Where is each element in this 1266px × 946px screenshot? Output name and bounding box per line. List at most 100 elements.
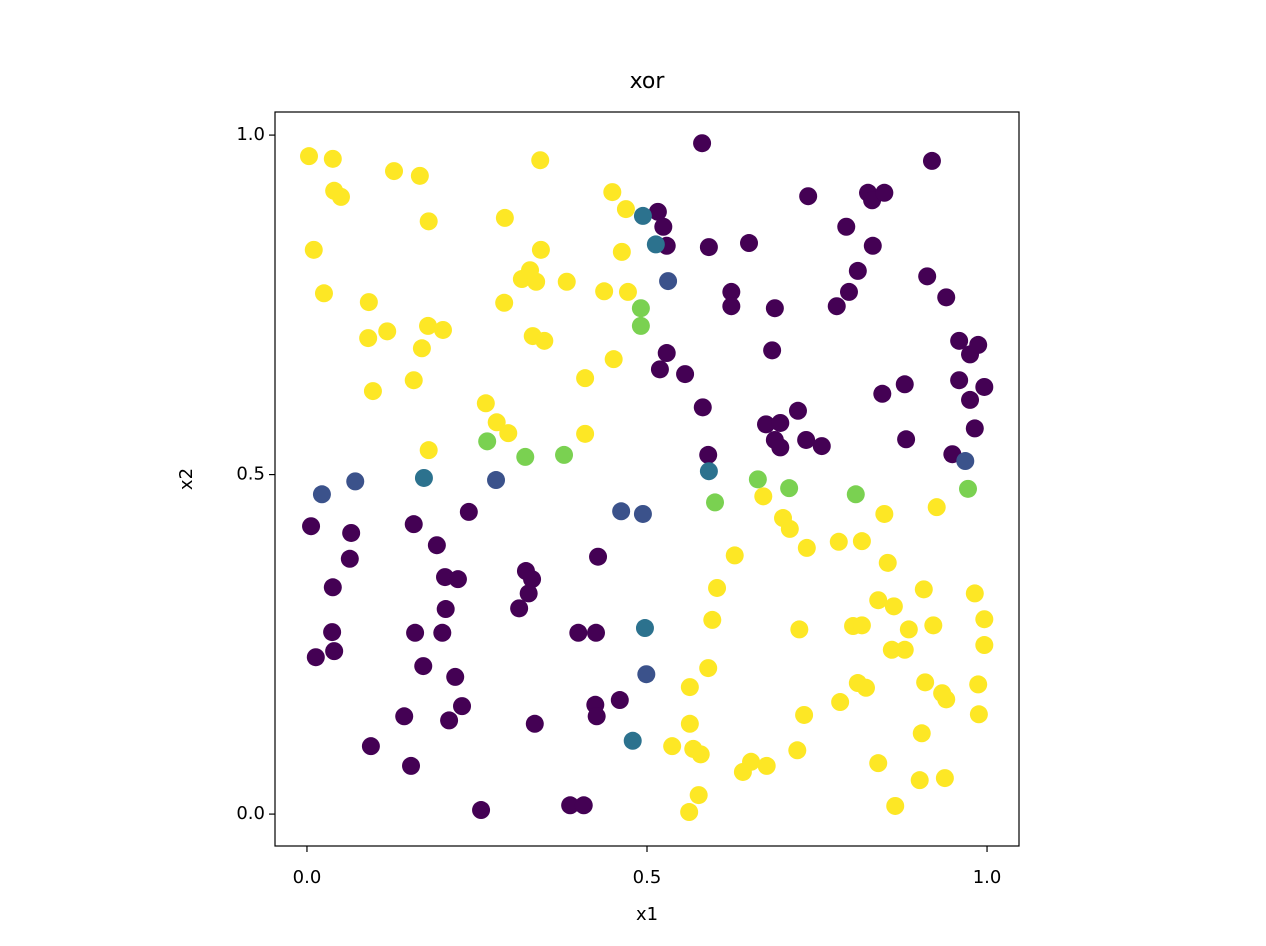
scatter-point — [659, 272, 678, 291]
scatter-point — [302, 517, 321, 536]
scatter-point — [895, 375, 914, 394]
scatter-point — [699, 445, 718, 464]
scatter-point — [852, 616, 871, 635]
scatter-point — [587, 707, 606, 726]
scatter-point — [708, 578, 727, 597]
scatter-point — [646, 235, 665, 254]
scatter-point — [831, 693, 850, 712]
scatter-point — [359, 293, 378, 312]
scatter-point — [676, 365, 695, 384]
scatter-point — [525, 714, 544, 733]
y-tick-label: 0.5 — [236, 464, 265, 485]
scatter-point — [918, 267, 937, 286]
scatter-point — [975, 377, 994, 396]
scatter-point — [657, 344, 676, 363]
scatter-point — [623, 731, 642, 750]
y-axis-label: x2 — [176, 468, 197, 490]
scatter-point — [886, 796, 905, 815]
scatter-point — [680, 678, 699, 697]
scatter-point — [395, 707, 414, 726]
scatter-point — [797, 430, 816, 449]
scatter-point — [419, 316, 438, 335]
scatter-point — [875, 183, 894, 202]
scatter-point — [419, 212, 438, 231]
scatter-point — [569, 623, 588, 642]
scatter-point — [937, 690, 956, 709]
scatter-point — [839, 282, 858, 301]
scatter-point — [631, 299, 650, 318]
scatter-point — [829, 532, 848, 551]
scatter-point — [478, 432, 497, 451]
scatter-point — [956, 452, 975, 471]
scatter-point — [969, 705, 988, 724]
scatter-point — [631, 316, 650, 335]
scatter-point — [414, 468, 433, 487]
scatter-point — [361, 737, 380, 756]
scatter-point — [797, 538, 816, 557]
scatter-point — [648, 202, 667, 221]
scatter-point — [965, 419, 984, 438]
scatter-point — [837, 217, 856, 236]
scatter-point — [404, 371, 423, 390]
scatter-point — [406, 623, 425, 642]
scatter-point — [663, 737, 682, 756]
scatter-point — [312, 485, 331, 504]
scatter-point — [527, 272, 546, 291]
scatter-point — [706, 493, 725, 512]
scatter-point — [557, 272, 576, 291]
scatter-point — [846, 485, 865, 504]
scatter-point — [895, 640, 914, 659]
scatter-point — [703, 610, 722, 629]
scatter-point — [616, 200, 635, 219]
scatter-point — [788, 401, 807, 420]
scatter-point — [453, 697, 472, 716]
scatter-point — [574, 796, 593, 815]
x-tick-label: 0.0 — [293, 867, 322, 888]
x-tick-label: 0.5 — [633, 867, 662, 888]
scatter-point — [689, 786, 708, 805]
scatter-point — [882, 640, 901, 659]
scatter-point — [604, 350, 623, 369]
scatter-point — [869, 754, 888, 773]
y-tick-label: 1.0 — [236, 124, 265, 145]
chart-title: xor — [630, 69, 666, 94]
scatter-point — [306, 648, 325, 667]
scatter-point — [852, 532, 871, 551]
scatter-point — [610, 691, 629, 710]
scatter-point — [633, 206, 652, 225]
scatter-point — [965, 584, 984, 603]
scatter-point — [765, 299, 784, 318]
scatter-point — [873, 384, 892, 403]
scatter-point — [448, 570, 467, 589]
scatter-point — [635, 619, 654, 638]
scatter-point — [742, 752, 761, 771]
scatter-point — [561, 796, 580, 815]
scatter-point — [637, 665, 656, 684]
scatter-point — [969, 335, 988, 354]
scatter-point — [754, 487, 773, 506]
scatter-point — [975, 610, 994, 629]
scatter-point — [699, 659, 718, 678]
scatter-point — [414, 657, 433, 676]
scatter-point — [633, 504, 652, 523]
scatter-point — [812, 437, 831, 456]
scatter-point — [535, 331, 554, 350]
scatter-point — [495, 293, 514, 312]
scatter-point — [848, 261, 867, 280]
scatter-point — [516, 447, 535, 466]
scatter-point — [472, 801, 491, 820]
scatter-point — [323, 578, 342, 597]
scatter-point — [910, 771, 929, 790]
scatter-point — [446, 667, 465, 686]
scatter-point — [884, 597, 903, 616]
plot-area — [300, 134, 994, 822]
scatter-point — [331, 187, 350, 206]
scatter-point — [875, 504, 894, 523]
scatter-point — [699, 238, 718, 257]
scatter-point — [487, 471, 506, 490]
scatter-point — [304, 240, 323, 259]
scatter-point — [878, 553, 897, 572]
scatter-point — [722, 282, 741, 301]
scatter-point — [916, 673, 935, 692]
